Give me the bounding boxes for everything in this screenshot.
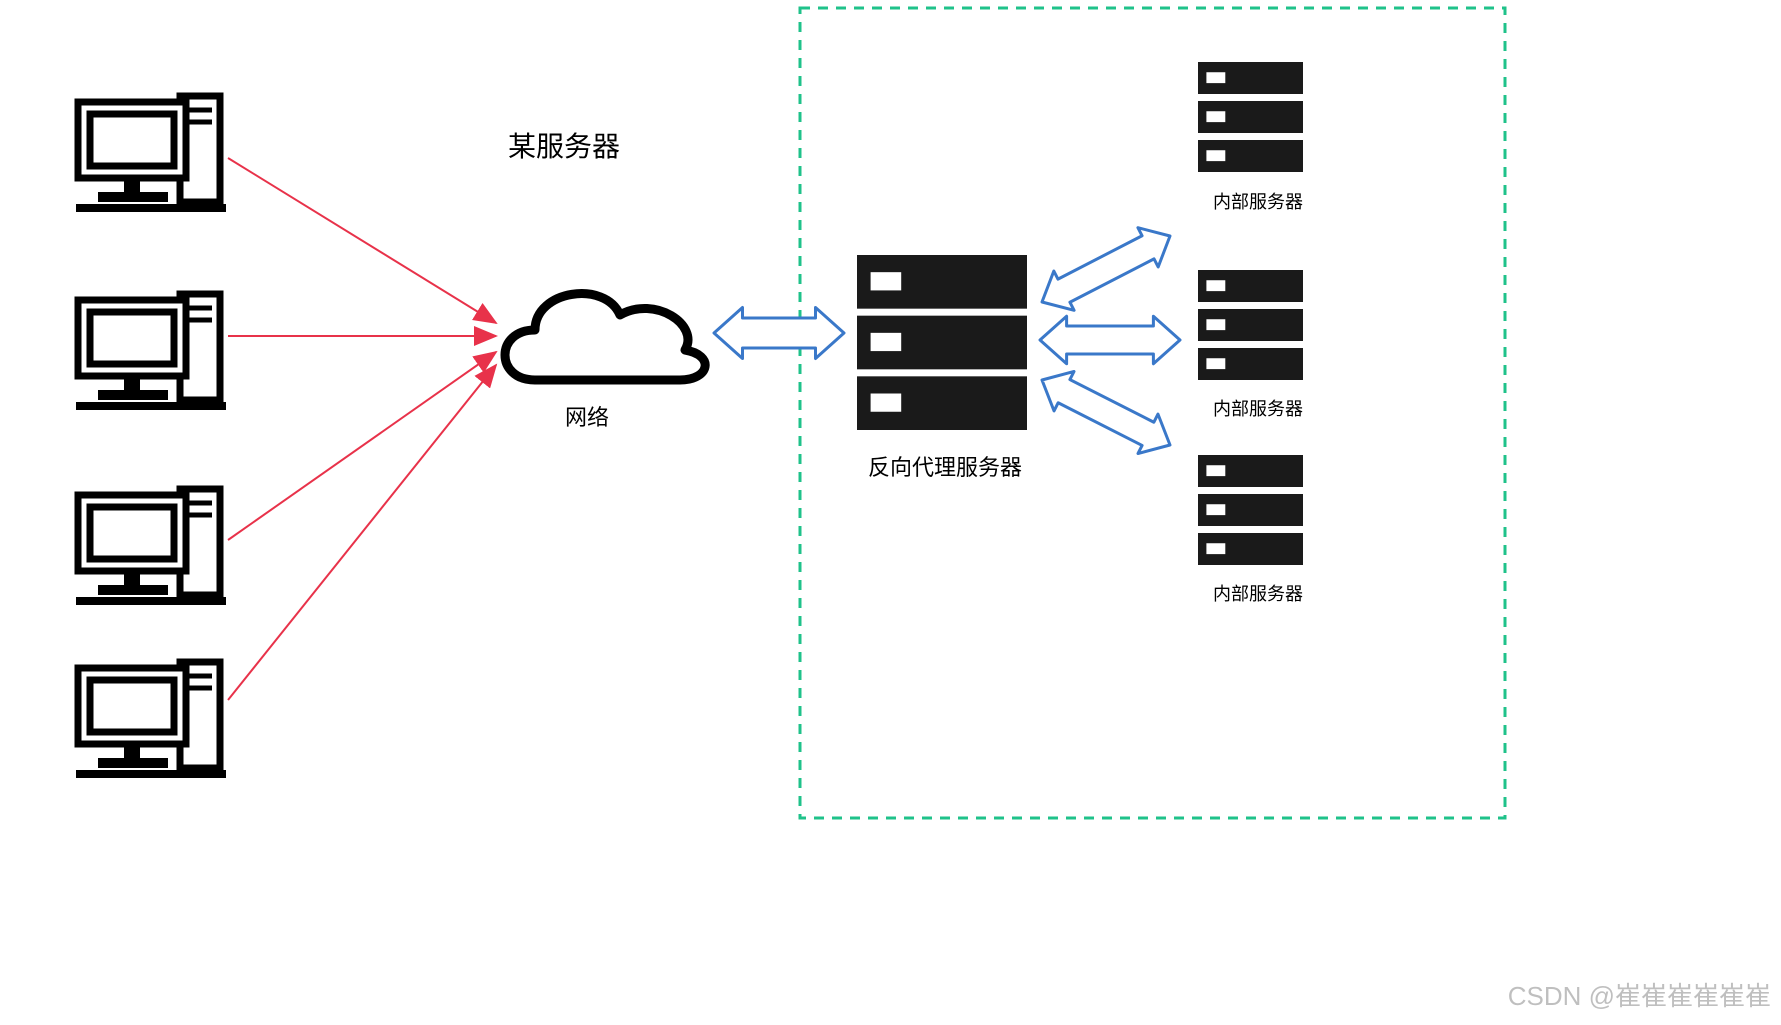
client-to-cloud-arrow [228, 158, 496, 323]
client-to-cloud-arrow [228, 352, 496, 540]
bidirectional-arrow [1040, 316, 1180, 364]
cloud-icon [505, 294, 705, 380]
network-label: 网络 [565, 400, 609, 432]
client-pc-icon [76, 96, 226, 212]
watermark-text: CSDN @崔崔崔崔崔崔 [1508, 976, 1771, 1013]
client-to-cloud-arrow [228, 365, 496, 700]
bidirectional-arrow [714, 308, 844, 359]
client-pc-icon [76, 489, 226, 605]
bidirectional-arrow [1032, 360, 1180, 464]
diagram-canvas [0, 0, 1781, 1025]
internal-server-icon [1198, 455, 1303, 565]
internal-server-label-3: 内部服务器 [1213, 580, 1303, 606]
bidirectional-arrow [1032, 216, 1180, 321]
reverse-proxy-server-icon [857, 255, 1027, 430]
server-title-label: 某服务器 [508, 125, 620, 165]
client-pc-icon [76, 662, 226, 778]
reverse-proxy-label: 反向代理服务器 [868, 450, 1022, 482]
internal-server-icon [1198, 270, 1303, 380]
client-pc-icon [76, 294, 226, 410]
internal-server-icon [1198, 62, 1303, 172]
internal-server-label-1: 内部服务器 [1213, 188, 1303, 214]
internal-server-label-2: 内部服务器 [1213, 395, 1303, 421]
